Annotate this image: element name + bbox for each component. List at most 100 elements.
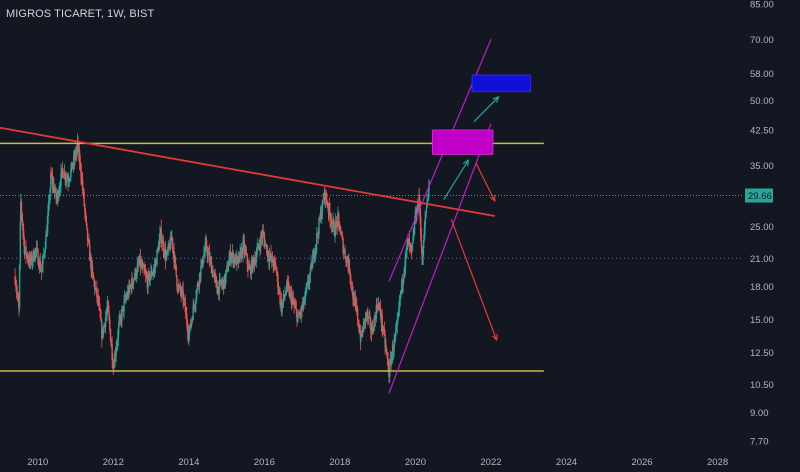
candle-body [70,168,72,177]
candle-body [22,230,25,239]
candle-body [158,240,160,251]
candle-body [182,289,184,301]
candle-body [308,282,310,285]
candle-body [115,348,117,355]
candle-body [299,314,302,316]
candle-body [258,246,260,247]
candle-body [122,306,125,312]
candle-body [326,205,329,208]
candle-body [180,291,182,295]
candle-body [33,258,36,260]
candle-body [74,152,76,161]
candle-body [411,242,414,251]
candle-body [118,321,120,328]
candle-body [282,294,285,302]
candle-body [256,248,258,256]
candle-body [105,313,108,318]
candle-body [215,276,217,280]
x-tick-label: 2018 [329,457,350,468]
candle-body [297,316,299,322]
candle-body [98,303,101,310]
candle-body [348,260,351,272]
candle-body [294,305,296,307]
candle-body [249,267,251,270]
candle-body [308,275,311,283]
candle-body [109,319,111,329]
candle-body [58,192,60,199]
candle-body [268,255,271,261]
candle-body [321,200,324,213]
candle-body [321,212,323,219]
candle-body [337,213,339,215]
candle-body [240,251,242,259]
candle-body [395,326,398,328]
candle-body [68,179,71,182]
candle-body [127,291,129,296]
y-tick-label: 7.70 [750,436,769,447]
candle-body [110,343,113,346]
candle-body [90,257,92,272]
candle-body [345,257,348,262]
candle-body [137,262,139,266]
candle-body [345,257,347,262]
candle-body [324,192,327,200]
candle-body [132,279,135,284]
candle-body [362,321,365,333]
candle-body [384,344,386,347]
candle-body [154,261,157,268]
y-tick-label: 10.50 [750,380,774,391]
candle-body [364,319,366,323]
candle-body [191,319,193,324]
candle-body [316,233,318,245]
candle-body [94,288,97,290]
candle-body [422,239,425,248]
candle-body [259,246,261,249]
candle-body [406,244,408,250]
candle-body [139,256,141,263]
candle-body [287,280,289,284]
candle-body [250,260,253,275]
candle-body [51,176,54,185]
candle-body [43,253,45,256]
up-arrow-1 [443,159,470,200]
candle-body [166,250,168,257]
candle-body [388,375,390,377]
candle-body [403,272,405,275]
candle-body [41,264,43,272]
candle-body [285,289,288,293]
candle-body [214,274,216,277]
candle-body [72,165,74,169]
candle-body [280,300,283,313]
candle-body [356,309,358,312]
candle-body [387,359,389,365]
candle-body [101,330,104,336]
candle-body [78,150,80,152]
candle-body [149,276,151,282]
candle-body [394,331,397,337]
candle-body [359,332,362,342]
candle-body [392,348,395,353]
candle-body [44,248,46,253]
candle-body [26,254,29,260]
candle-body [146,278,148,288]
candle-body [113,367,115,369]
candle-body [359,332,361,334]
candle-body [76,140,79,145]
candle-body [293,303,295,306]
y-tick-label: 85.00 [750,0,774,11]
candle-body [377,303,380,308]
candle-body [119,316,122,318]
y-tick-label: 12.50 [750,348,774,359]
candle-body [408,239,411,244]
candle-body [239,251,241,253]
candle-body [333,223,335,236]
candle-body [382,328,385,332]
candle-body [208,252,211,262]
candle-body [193,306,196,308]
candle-body [400,290,402,295]
candle-body [346,257,349,262]
candle-body [339,230,341,233]
candle-body [141,263,143,268]
candle-body [107,301,110,312]
